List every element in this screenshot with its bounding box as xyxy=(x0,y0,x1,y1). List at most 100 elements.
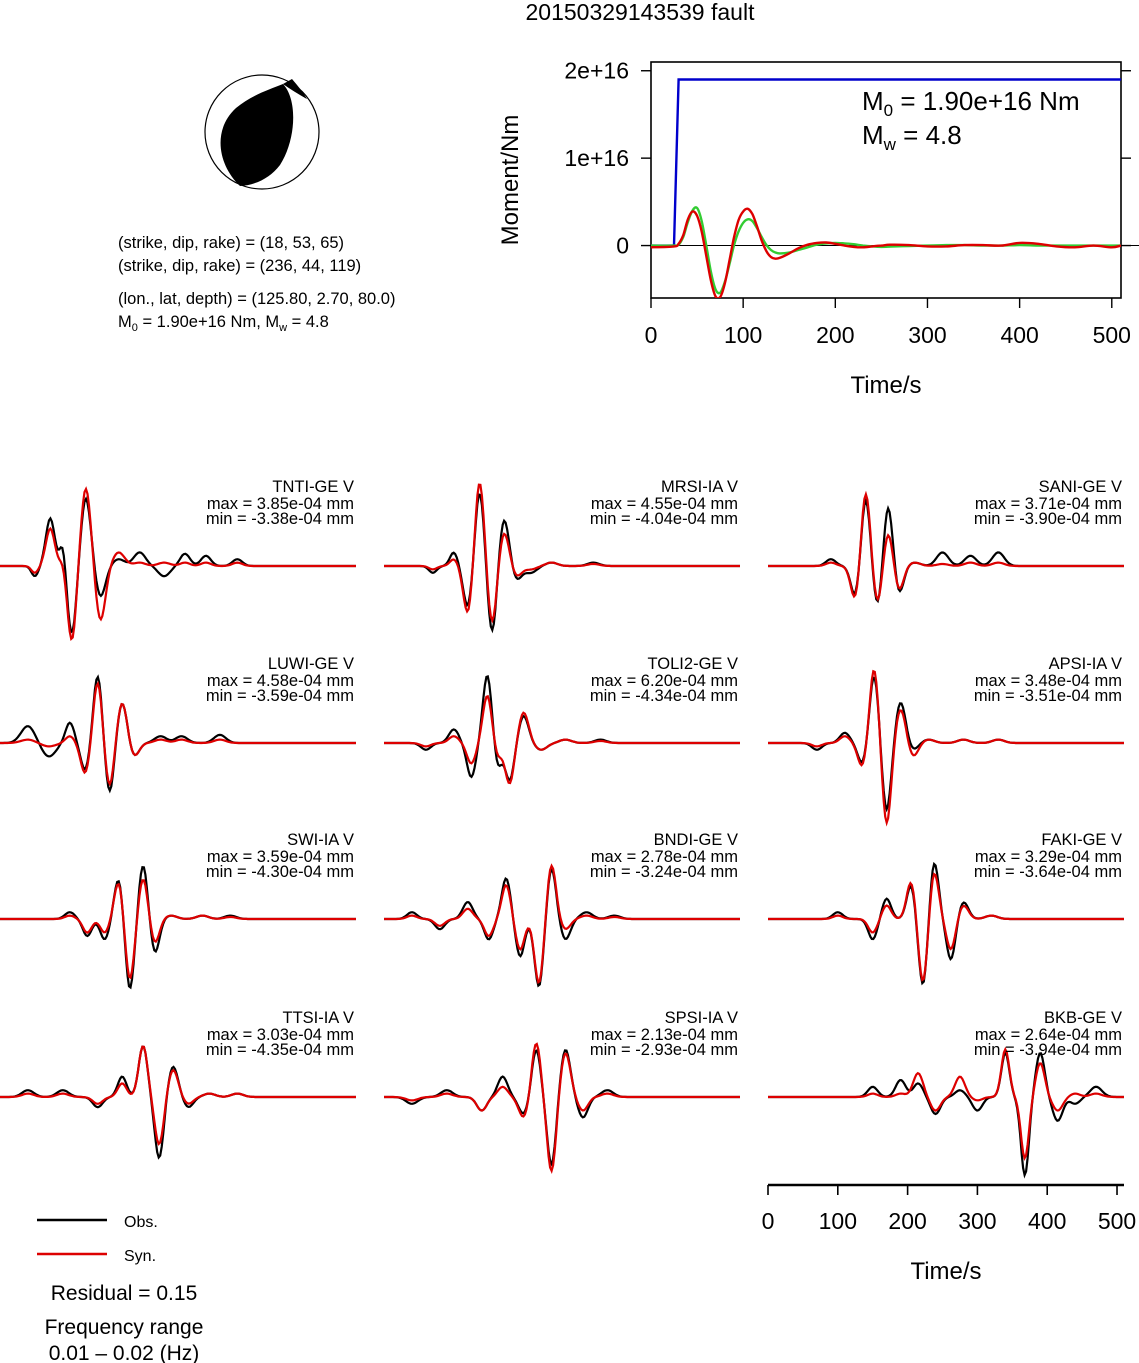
legend-syn-label: Syn. xyxy=(124,1248,156,1265)
station-name: SWI-IA V xyxy=(287,831,354,849)
frequency-label: Frequency range xyxy=(45,1316,204,1339)
moment-xtick-label: 0 xyxy=(645,322,658,348)
station-name: LUWI-GE V xyxy=(268,655,354,673)
waveform-xtick-label: 200 xyxy=(888,1208,926,1234)
station-min: min = -3.94e-04 mm xyxy=(974,1041,1122,1059)
magnitude-text: M0 = 1.90e+16 Nm, Mw = 4.8 xyxy=(118,313,329,334)
station-min: min = -4.30e-04 mm xyxy=(206,863,354,881)
station-name: TNTI-GE V xyxy=(272,478,354,496)
station-name: SANI-GE V xyxy=(1039,478,1122,496)
moment-annotation-m0: M0 = 1.90e+16 Nm xyxy=(862,86,1080,120)
residual-text: Residual = 0.15 xyxy=(51,1282,198,1305)
nodal-plane-2: (strike, dip, rake) = (236, 44, 119) xyxy=(118,257,361,275)
moment-plot-frame xyxy=(650,61,1122,299)
moment-xtick-label: 500 xyxy=(1093,322,1131,348)
location-text: (lon., lat, depth) = (125.80, 2.70, 80.0… xyxy=(118,290,395,308)
synthetic-trace xyxy=(768,490,1124,602)
station-name: TOLI2-GE V xyxy=(648,655,738,673)
moment-ytick-label: 0 xyxy=(616,233,629,259)
station-min: min = -3.90e-04 mm xyxy=(974,510,1122,528)
moment-xtick-label: 200 xyxy=(816,322,854,348)
station-max: max = 3.48e-04 mm xyxy=(975,672,1122,690)
synthetic-trace xyxy=(768,872,1124,982)
synthetic-trace xyxy=(384,694,740,785)
waveform-x-label: Time/s xyxy=(910,1258,981,1285)
synthetic-trace xyxy=(768,669,1124,827)
moment-xtick-label: 300 xyxy=(908,322,946,348)
station-min: min = -3.64e-04 mm xyxy=(974,863,1122,881)
station-min: min = -2.93e-04 mm xyxy=(590,1041,738,1059)
station-min: min = -4.04e-04 mm xyxy=(590,510,738,528)
stf-red-curve xyxy=(651,207,1121,298)
station-name: APSI-IA V xyxy=(1049,655,1122,673)
waveform-xtick-label: 0 xyxy=(762,1208,775,1234)
nodal-plane-1: (strike, dip, rake) = (18, 53, 65) xyxy=(118,234,344,252)
legend-obs-label: Obs. xyxy=(124,1214,158,1231)
station-max: max = 2.78e-04 mm xyxy=(591,848,738,866)
synthetic-trace xyxy=(768,1046,1124,1162)
synthetic-trace xyxy=(0,486,356,641)
station-max: max = 6.20e-04 mm xyxy=(591,672,738,690)
observed-trace xyxy=(768,1050,1124,1179)
moment-ytick-label: 1e+16 xyxy=(564,145,629,171)
station-name: SPSI-IA V xyxy=(665,1009,738,1027)
waveform-xtick-label: 300 xyxy=(958,1208,996,1234)
synthetic-trace xyxy=(0,1045,356,1146)
waveform-xtick-label: 100 xyxy=(819,1208,857,1234)
figure-title: 20150329143539 fault xyxy=(526,0,756,25)
beachball-icon xyxy=(204,74,320,190)
station-min: min = -4.35e-04 mm xyxy=(206,1041,354,1059)
station-max: max = 3.03e-04 mm xyxy=(207,1026,354,1044)
observed-trace xyxy=(384,866,740,988)
moment-x-label: Time/s xyxy=(850,372,921,399)
legend: Obs. Syn. xyxy=(37,1214,158,1265)
observed-trace xyxy=(768,861,1124,986)
station-max: max = 3.71e-04 mm xyxy=(975,495,1122,513)
frequency-value: 0.01 – 0.02 (Hz) xyxy=(49,1342,200,1363)
station-max: max = 3.29e-04 mm xyxy=(975,848,1122,866)
station-max: max = 4.58e-04 mm xyxy=(207,672,354,690)
moment-xtick-label: 400 xyxy=(1000,322,1038,348)
station-min: min = -3.51e-04 mm xyxy=(974,687,1122,705)
station-min: min = -3.38e-04 mm xyxy=(206,510,354,528)
stf-green-curve xyxy=(651,206,1121,295)
moment-xtick-label: 100 xyxy=(724,322,762,348)
observed-trace xyxy=(0,865,356,990)
synthetic-trace xyxy=(384,863,740,985)
synthetic-trace xyxy=(0,680,356,787)
station-max: max = 3.59e-04 mm xyxy=(207,848,354,866)
station-name: BKB-GE V xyxy=(1044,1009,1122,1027)
waveform-xtick-label: 400 xyxy=(1028,1208,1066,1234)
observed-trace xyxy=(0,1045,356,1160)
waveform-xtick-label: 500 xyxy=(1098,1208,1136,1234)
moment-rate-plot: 0 1e+16 2e+16 0 100 200 300 400 500 Time/s Moment/… xyxy=(497,58,1139,399)
moment-ytick-label: 2e+16 xyxy=(564,58,629,84)
station-name: TTSI-IA V xyxy=(282,1009,354,1027)
station-min: min = -4.34e-04 mm xyxy=(590,687,738,705)
station-max: max = 4.55e-04 mm xyxy=(591,495,738,513)
waveform-time-axis: 0 100 200 300 400 500 xyxy=(762,1183,1136,1234)
synthetic-trace xyxy=(384,483,740,624)
moment-annotation-mw: Mw = 4.8 xyxy=(862,120,962,154)
station-max: max = 2.13e-04 mm xyxy=(591,1026,738,1044)
moment-y-label: Moment/Nm xyxy=(497,115,524,246)
station-min: min = -3.59e-04 mm xyxy=(206,687,354,705)
station-name: BNDI-GE V xyxy=(654,831,738,849)
synthetic-trace xyxy=(384,1042,740,1175)
synthetic-trace xyxy=(0,879,356,980)
station-min: min = -3.24e-04 mm xyxy=(590,863,738,881)
station-name: FAKI-GE V xyxy=(1041,831,1122,849)
